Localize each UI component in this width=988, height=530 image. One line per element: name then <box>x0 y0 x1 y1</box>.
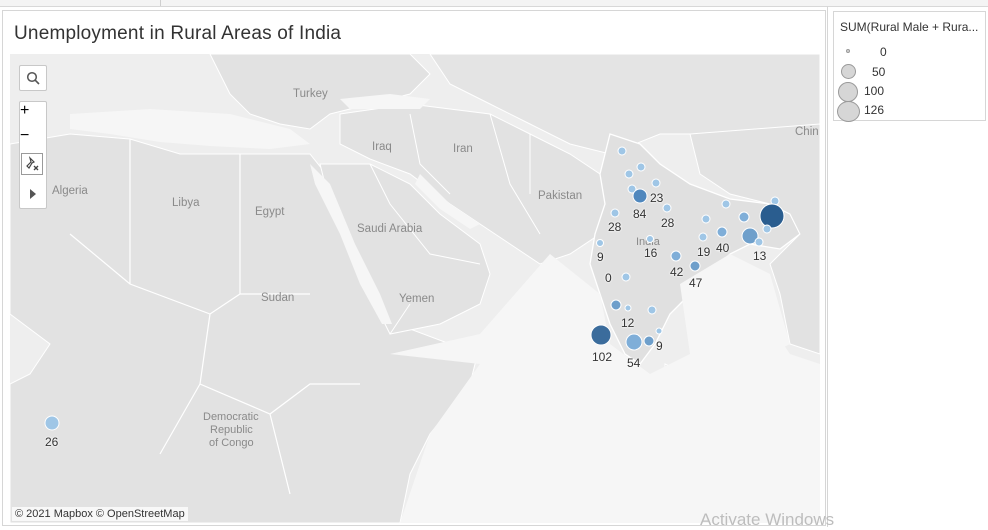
legend-item: 100 <box>834 82 984 102</box>
zoom-in-button[interactable]: + <box>20 102 30 119</box>
legend-circle <box>838 82 858 102</box>
label-algeria: Algeria <box>52 185 88 197</box>
value-label: 12 <box>621 316 635 330</box>
marker[interactable] <box>647 305 657 315</box>
marker[interactable] <box>698 232 708 242</box>
zoom-out-button[interactable]: − <box>20 127 30 144</box>
label-turkey: Turkey <box>293 88 328 100</box>
play-icon <box>30 189 36 199</box>
value-label: 102 <box>592 350 613 364</box>
marker[interactable] <box>44 415 60 431</box>
label-drc-line3: of Congo <box>209 437 254 449</box>
label-libya: Libya <box>172 197 200 209</box>
marker[interactable] <box>625 333 643 351</box>
marker[interactable] <box>670 250 682 262</box>
legend-circle <box>837 101 860 122</box>
value-label: 19 <box>697 245 711 259</box>
label-china: Chin <box>795 126 819 138</box>
value-label: 28 <box>608 220 622 234</box>
marker[interactable] <box>646 235 654 243</box>
marker[interactable] <box>738 211 750 223</box>
legend-circle <box>841 64 856 79</box>
marker[interactable] <box>762 224 772 234</box>
marker[interactable] <box>624 169 634 179</box>
sheet-title: Unemployment in Rural Areas of India <box>14 23 342 44</box>
top-tab[interactable] <box>0 0 161 6</box>
search-icon <box>26 71 40 85</box>
legend-circle <box>846 49 850 53</box>
marker[interactable] <box>636 162 646 172</box>
value-label: 13 <box>753 249 767 263</box>
label-iran: Iran <box>453 143 473 155</box>
marker[interactable] <box>662 203 672 213</box>
legend-label: 50 <box>872 65 886 79</box>
marker[interactable] <box>689 260 701 272</box>
label-sudan: Sudan <box>261 292 295 304</box>
label-iraq: Iraq <box>372 141 392 153</box>
marker[interactable] <box>624 304 632 312</box>
label-saudi-arabia: Saudi Arabia <box>357 223 423 235</box>
value-label: 84 <box>633 207 647 221</box>
value-label: 54 <box>627 356 641 370</box>
legend-item: 0 <box>834 43 984 63</box>
label-drc-line2: Republic <box>210 424 253 436</box>
label-pakistan: Pakistan <box>538 190 583 202</box>
value-label: 40 <box>716 241 730 255</box>
marker-layer <box>44 146 785 431</box>
legend-label: 0 <box>880 45 887 59</box>
marker[interactable] <box>754 237 764 247</box>
value-label: 28 <box>661 216 675 230</box>
unpin-map-button[interactable] <box>21 153 43 175</box>
legend-title: SUM(Rural Male + Rura... <box>840 20 979 34</box>
pin-icon <box>26 156 39 171</box>
top-tab-strip <box>0 0 988 7</box>
marker[interactable] <box>643 335 655 347</box>
marker[interactable] <box>627 184 637 194</box>
marker[interactable] <box>617 146 627 156</box>
marker[interactable] <box>701 214 711 224</box>
pane-divider <box>827 6 828 527</box>
marker[interactable] <box>721 199 731 209</box>
size-legend: SUM(Rural Male + Rura... 0 50 100 126 <box>833 11 986 122</box>
marker[interactable] <box>621 272 631 282</box>
value-label: 26 <box>45 435 59 449</box>
label-yemen: Yemen <box>399 293 435 305</box>
marker[interactable] <box>651 178 661 188</box>
marker[interactable] <box>610 208 620 218</box>
value-label: 0 <box>605 271 612 285</box>
map-base <box>10 54 820 523</box>
marker[interactable] <box>716 226 728 238</box>
marker[interactable] <box>655 327 663 335</box>
activate-windows-watermark: Activate Windows <box>700 510 835 529</box>
label-egypt: Egypt <box>255 206 285 218</box>
value-label: 9 <box>597 250 604 264</box>
marker[interactable] <box>632 188 648 204</box>
legend-item: 50 <box>834 63 984 83</box>
marker[interactable] <box>741 227 759 245</box>
legend-label: 100 <box>864 84 885 98</box>
marker[interactable] <box>610 299 622 311</box>
value-label: 47 <box>689 276 703 290</box>
value-label: 16 <box>644 246 658 260</box>
marker[interactable] <box>596 239 604 247</box>
map-search-button[interactable] <box>19 65 47 91</box>
value-label: 9 <box>656 339 663 353</box>
marker[interactable] <box>759 203 785 229</box>
legend-item: 126 <box>834 101 984 122</box>
marker[interactable] <box>590 324 612 346</box>
map-attribution[interactable]: © 2021 Mapbox © OpenStreetMap <box>12 507 188 521</box>
map-view[interactable]: Turkey Iraq Iran Algeria Libya Egypt Sau… <box>10 54 820 523</box>
label-drc-line1: Democratic <box>203 411 259 423</box>
expand-toolbar-button[interactable] <box>20 182 46 206</box>
value-label: 42 <box>670 265 684 279</box>
value-label: 23 <box>650 191 664 205</box>
map-zoom-controls: + − <box>19 101 47 209</box>
legend-label: 126 <box>864 103 885 117</box>
